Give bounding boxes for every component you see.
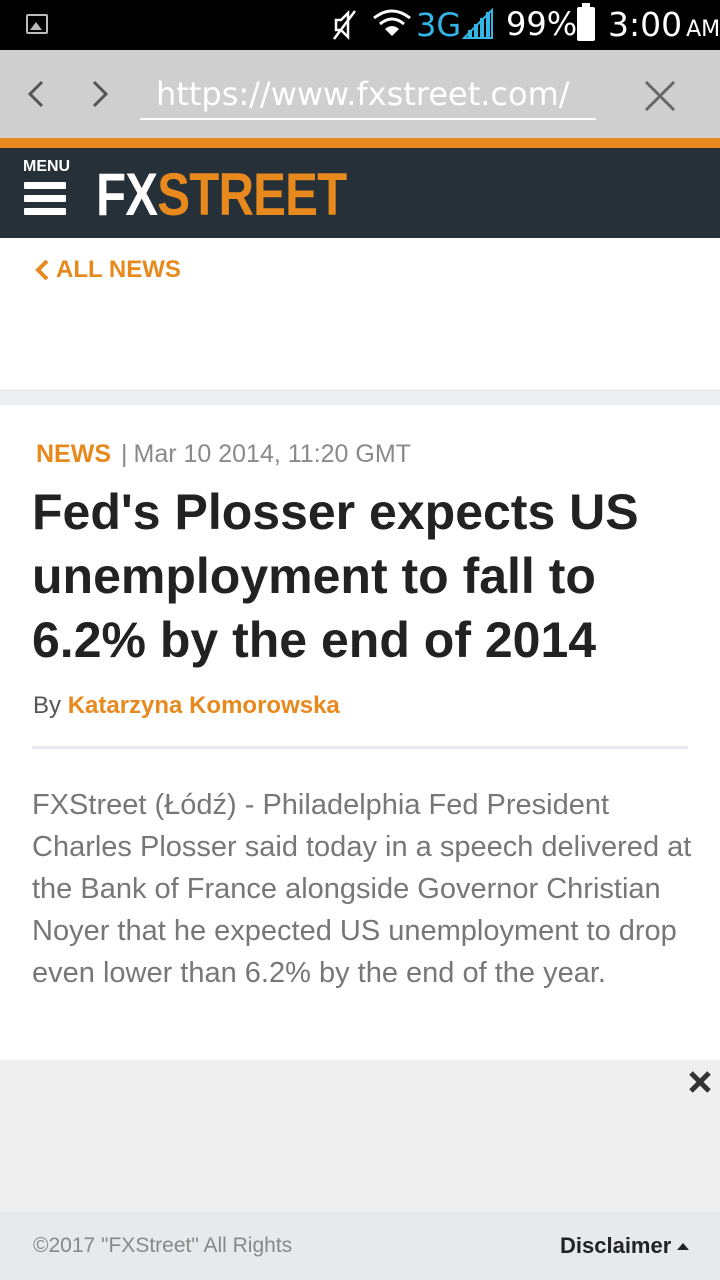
clock: 3:00 AM	[608, 5, 720, 44]
close-icon[interactable]	[640, 76, 680, 116]
article-meta: NEWS | Mar 10 2014, 11:20 GMT	[36, 440, 411, 469]
article-headline: Fed's Plosser expects US unemployment to…	[32, 484, 639, 668]
footer: ©2017 "FXStreet" All Rights Disclaimer	[0, 1212, 720, 1280]
article-date: Mar 10 2014, 11:20 GMT	[133, 440, 411, 468]
status-bar: 3G 99% 3:00 AM	[0, 0, 720, 50]
chevron-left-icon	[35, 259, 49, 281]
disclaimer-label: Disclaimer	[560, 1233, 672, 1258]
article-body: FXStreet (Łódź) - Philadelphia Fed Presi…	[32, 789, 692, 989]
byline-label: By	[33, 692, 62, 719]
ad-close-icon[interactable]	[686, 1068, 714, 1096]
image-notification-icon	[26, 14, 48, 34]
caret-up-icon	[677, 1242, 690, 1250]
battery-percentage: 99%	[506, 5, 578, 43]
article-byline: By Katarzyna Komorowska	[33, 692, 340, 720]
disclaimer-toggle[interactable]: Disclaimer	[560, 1233, 690, 1259]
url-field[interactable]: https://www.fxstreet.com/	[140, 68, 596, 120]
site-header: MENU FXSTREET	[0, 148, 720, 238]
all-news-link[interactable]: ALL NEWS	[34, 256, 181, 284]
accent-stripe	[0, 138, 720, 148]
clock-time: 3:00	[608, 5, 683, 44]
logo-fx: FX	[96, 161, 158, 228]
all-news-label: ALL NEWS	[56, 256, 181, 283]
copyright-text: ©2017 "FXStreet" All Rights	[33, 1234, 293, 1257]
wifi-icon	[373, 9, 411, 36]
battery-icon	[577, 3, 595, 41]
forward-button[interactable]	[80, 70, 120, 118]
signal-strength-icon	[462, 8, 493, 39]
back-button[interactable]	[18, 70, 58, 118]
site-logo[interactable]: FXSTREET	[96, 160, 347, 229]
logo-street: STREET	[157, 161, 347, 228]
section-separator	[0, 389, 720, 405]
browser-toolbar: https://www.fxstreet.com/	[0, 50, 720, 138]
hamburger-menu-icon[interactable]	[24, 182, 66, 218]
ad-banner	[0, 1060, 720, 1212]
meta-separator: |	[121, 440, 128, 468]
mute-icon	[333, 9, 356, 41]
divider	[32, 746, 688, 749]
network-type-label: 3G	[416, 6, 462, 44]
clock-ampm: AM	[686, 17, 720, 42]
article-category[interactable]: NEWS	[36, 440, 111, 468]
author-link[interactable]: Katarzyna Komorowska	[67, 692, 340, 719]
menu-label[interactable]: MENU	[23, 158, 71, 175]
